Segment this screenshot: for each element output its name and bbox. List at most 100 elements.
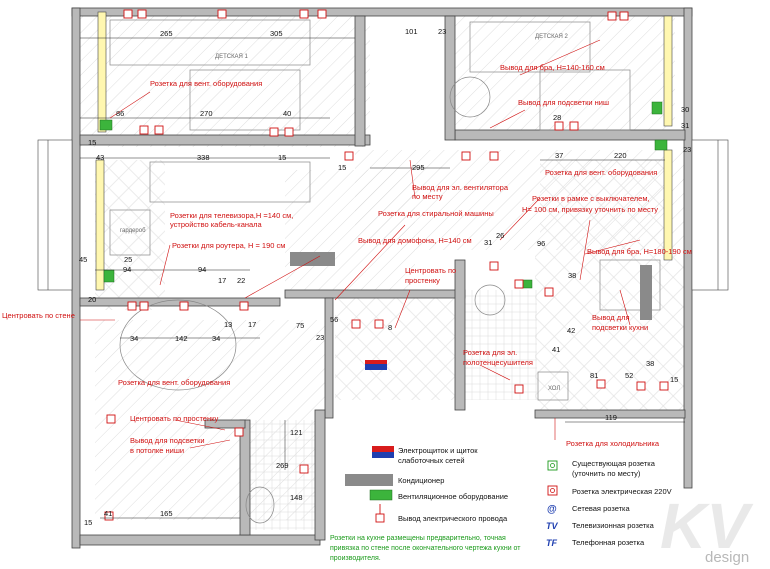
dim-label: 121: [290, 428, 303, 437]
annotation-center-wall: Центровать по: [405, 266, 456, 275]
legend-socket220-label: Розетка электрическая 220V: [572, 487, 672, 496]
dim-label: 165: [160, 509, 173, 518]
legend-existing-label-2: (уточнить по месту): [572, 469, 641, 478]
dimension-lines: [80, 37, 685, 519]
dim-label: 94: [198, 265, 206, 274]
annotation-bra-kids2: Вывод для бра, H=140-160 см: [500, 63, 605, 72]
legend-wire-label: Вывод электрического провода: [398, 514, 508, 523]
legend-vent-label: Вентиляционное оборудование: [398, 492, 508, 501]
legend-vent-swatch: [369, 489, 393, 501]
dim-label: 22: [237, 276, 245, 285]
legend-wire-icon: [375, 504, 385, 523]
annotation-switch-box: Розетки в рамке с выключателем,: [532, 194, 650, 203]
annotation-vent-hall: Розетка для вент. оборудования: [118, 378, 230, 387]
legend-tv-label: Телевизионная розетка: [572, 521, 655, 530]
dim-label: 42: [567, 326, 575, 335]
leader-lines: [80, 39, 641, 449]
dim-label: 41: [552, 345, 560, 354]
legend-panel-label-2: слаботочных сетей: [398, 456, 465, 465]
annotation-vent-kids1: Розетка для вент. оборудования: [150, 79, 262, 88]
dim-label: 34: [130, 334, 138, 343]
phone-socket-icon: TF: [546, 538, 557, 548]
legend-ac-label: Кондиционер: [398, 476, 444, 485]
dim-label: 94: [123, 265, 131, 274]
network-socket-icon: @: [547, 504, 557, 515]
annotation-fridge-socket: Розетка для холодильника: [566, 439, 660, 448]
room-label-kids1: ДЕТСКАЯ 1: [215, 54, 249, 60]
dim-label: 17: [248, 320, 256, 329]
room-label-kids2: ДЕТСКАЯ 2: [535, 34, 569, 40]
dim-label: 38: [646, 359, 654, 368]
dim-label: 37: [555, 151, 563, 160]
legend-existing-label: Существующая розетка: [572, 459, 656, 468]
vent-markers: [99, 101, 668, 289]
legend-panel-label: Электрощиток и щиток: [398, 446, 478, 455]
dim-label: 56: [330, 315, 338, 324]
room-label-fridge: ХОЛ: [548, 386, 560, 392]
dim-label: 142: [175, 334, 188, 343]
note-line-2: привязка по стене после окончательного ч…: [330, 545, 521, 552]
dim-label: 30: [681, 105, 689, 114]
appliances: [290, 252, 652, 370]
annotation-washer: Розетка для стиральной машины: [378, 209, 494, 218]
existing-socket-icon: [547, 460, 558, 471]
dim-label: 25: [124, 255, 132, 264]
annotation-kitchen-light: Вывод для: [592, 313, 630, 322]
dim-label: 220: [614, 151, 627, 160]
dim-label: 41: [104, 509, 112, 518]
annotation-center-left: Центровать по стене: [2, 311, 75, 320]
dim-label: 38: [568, 271, 576, 280]
legend-network-label: Сетевая розетка: [572, 504, 630, 513]
dim-label: 40: [283, 109, 291, 118]
dim-label: 8: [388, 323, 392, 332]
watermark-kv: KV: [660, 490, 754, 562]
dim-label: 305: [270, 29, 283, 38]
annotation-fan-output-2: по месту: [412, 192, 443, 201]
dim-label: 26: [496, 231, 504, 240]
annotation-vent-living: Розетка для вент. оборудования: [545, 168, 657, 177]
dim-label: 148: [290, 493, 303, 502]
dim-label: 23: [438, 27, 446, 36]
dim-label: 52: [625, 371, 633, 380]
dim-label: 15: [338, 163, 346, 172]
dim-label: 81: [590, 371, 598, 380]
annotation-intercom: Вывод для домофона, H=140 см: [358, 236, 472, 245]
dim-label: 96: [537, 239, 545, 248]
dim-label: 23: [683, 145, 691, 154]
annotation-ceiling-niche-2: в потолке ниши: [130, 446, 184, 455]
legend: Электрощиток и щиток слаботочных сетей К…: [345, 446, 672, 548]
annotation-bra-bedroom: Вывод для бра, H=180-190 см: [587, 247, 692, 256]
dim-label: 43: [96, 153, 104, 162]
annotation-towel-2: полотенцесушителя: [463, 358, 533, 367]
dim-label: 34: [212, 334, 220, 343]
floor-areas: [80, 12, 685, 530]
dim-label: 86: [116, 109, 124, 118]
dim-label: 265: [160, 29, 173, 38]
annotations: Розетка для вент. оборудования Вывод для…: [2, 63, 692, 455]
dim-label: 28: [553, 113, 561, 122]
annotation-towel: Розетка для эл.: [463, 348, 517, 357]
dim-label: 119: [605, 413, 617, 422]
dim-label: 31: [484, 238, 492, 247]
dim-label: 45: [79, 255, 87, 264]
annotation-ceiling-niche: Вывод для подсветки: [130, 436, 205, 445]
socket-symbols: [104, 9, 669, 521]
annotation-tv-socket-2: устройство кабель-канала: [170, 220, 263, 229]
annotation-fan-output: Вывод для эл. вентилятора: [412, 183, 509, 192]
dim-label: 295: [412, 163, 425, 172]
dim-label: 20: [88, 295, 96, 304]
watermark-logo: KV design: [660, 490, 754, 566]
windows: [37, 11, 729, 291]
annotation-niche-light: Вывод для подсветки ниш: [518, 98, 609, 107]
dim-label: 270: [200, 109, 213, 118]
dimension-labels: 265 305 101 23 86 270 40 15 43 338 15 29…: [79, 27, 691, 527]
dim-label: 15: [88, 138, 96, 147]
kitchen-note: Розетки на кухне размещены предварительн…: [330, 535, 521, 562]
dim-label: 269: [276, 461, 289, 470]
socket-220-icon: [547, 485, 558, 496]
legend-phone-label: Телефонная розетка: [572, 538, 645, 547]
dim-label: 15: [84, 518, 92, 527]
annotation-tv-socket: Розетки для телевизора,H =140 см,: [170, 211, 293, 220]
